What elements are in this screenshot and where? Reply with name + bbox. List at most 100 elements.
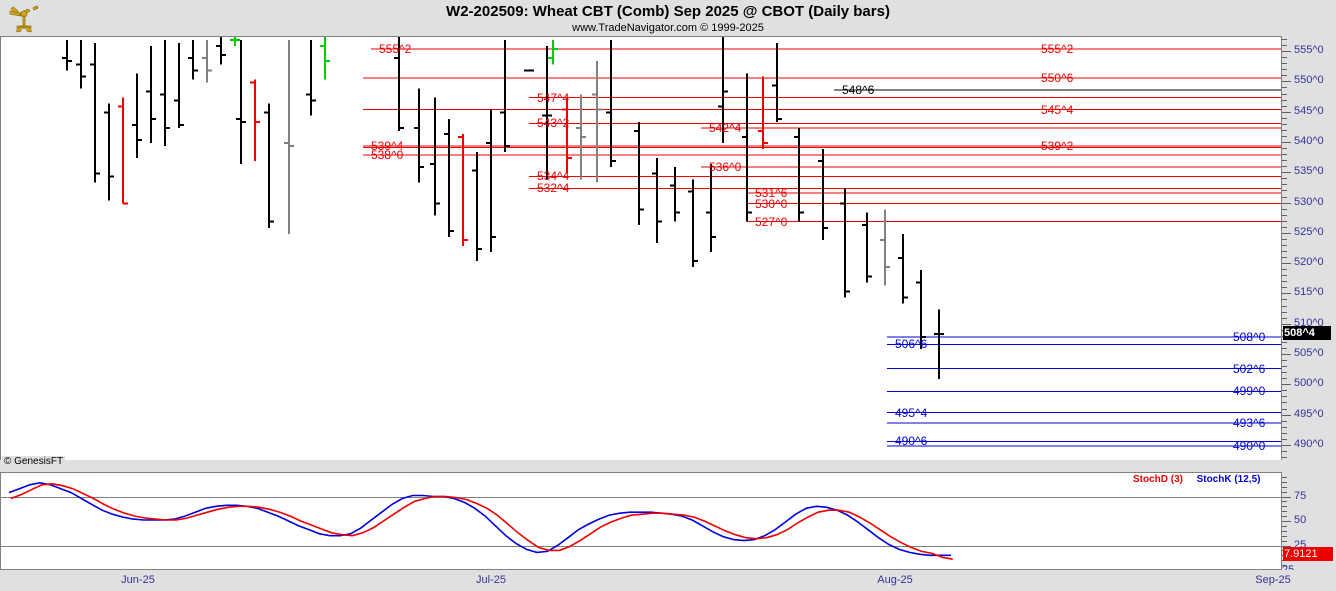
- price-axis-label: 520^0: [1294, 256, 1324, 269]
- ohlc-bar[interactable]: [542, 46, 552, 180]
- ohlc-bar[interactable]: [688, 179, 698, 268]
- price-axis-tick: [1282, 111, 1291, 113]
- ohlc-bar[interactable]: [430, 97, 440, 216]
- ohlc-bar[interactable]: [934, 309, 944, 380]
- indicator-axis-minor-tick: [1282, 476, 1287, 478]
- price-axis-minor-tick: [1282, 166, 1287, 168]
- ohlc-bar[interactable]: [236, 40, 246, 165]
- price-axis-label: 505^0: [1294, 347, 1324, 359]
- ohlc-bar[interactable]: [742, 73, 752, 222]
- ohlc-bar[interactable]: [230, 37, 240, 47]
- ohlc-bar[interactable]: [394, 37, 404, 131]
- ohlc-bar[interactable]: [320, 37, 330, 80]
- ohlc-bar[interactable]: [500, 40, 510, 153]
- ohlc-bar[interactable]: [62, 40, 72, 71]
- price-axis-tick: [1282, 172, 1291, 174]
- price-axis-label: 535^0: [1294, 165, 1324, 178]
- price-axis-tick: [1282, 354, 1291, 355]
- indicator-series-line: [10, 482, 953, 560]
- price-axis-minor-tick: [1282, 378, 1287, 380]
- ohlc-bar[interactable]: [524, 46, 534, 72]
- price-level-label-left: 536^0: [709, 160, 742, 175]
- ohlc-bar[interactable]: [652, 158, 662, 243]
- ohlc-bar[interactable]: [160, 40, 170, 146]
- indicator-axis-minor-tick: [1282, 481, 1287, 483]
- watermark-label: © GenesisFT: [2, 456, 66, 467]
- indicator-axis-label: 75: [1294, 489, 1307, 502]
- indicator-axis-minor-tick: [1282, 565, 1287, 567]
- ohlc-bar[interactable]: [486, 109, 496, 252]
- stochastic-pane[interactable]: StochD (3) StochK (12,5): [0, 472, 1281, 570]
- ohlc-bar[interactable]: [718, 37, 728, 143]
- price-level-label-left: 530^0: [755, 196, 788, 211]
- price-axis-minor-tick: [1282, 87, 1287, 89]
- ohlc-bar[interactable]: [772, 43, 782, 122]
- ohlc-bar[interactable]: [706, 164, 716, 252]
- ohlc-bar[interactable]: [916, 270, 926, 349]
- price-axis-tick: [1282, 232, 1291, 234]
- indicator-axis-minor-tick: [1282, 530, 1287, 532]
- price-chart-pane[interactable]: 555^2 555^2 550^6 548^6 547^4 545^4 543^2 542^4…: [0, 36, 1281, 460]
- ohlc-bar[interactable]: [146, 46, 156, 143]
- date-axis-label: Jul-25: [476, 574, 506, 586]
- price-axis-minor-tick: [1282, 238, 1287, 240]
- ohlc-bar[interactable]: [898, 233, 908, 304]
- price-axis[interactable]: 555^0 550^0 545^0 540^0 535^0 530^0 525^0 520^0…: [1281, 36, 1336, 460]
- price-axis-tick: [1282, 263, 1291, 265]
- ohlc-bar[interactable]: [76, 40, 86, 89]
- ohlc-bar[interactable]: [472, 152, 482, 262]
- ohlc-bar[interactable]: [444, 118, 454, 237]
- ohlc-bar[interactable]: [216, 37, 226, 65]
- ohlc-bar[interactable]: [118, 97, 128, 205]
- ohlc-bar[interactable]: [188, 40, 198, 80]
- ohlc-bar[interactable]: [458, 133, 468, 246]
- price-axis-minor-tick: [1282, 135, 1287, 137]
- ohlc-bar[interactable]: [634, 121, 644, 225]
- price-axis-minor-tick: [1282, 214, 1287, 216]
- ohlc-bar[interactable]: [818, 149, 828, 240]
- price-axis-minor-tick: [1282, 257, 1287, 259]
- ohlc-bar[interactable]: [840, 188, 850, 298]
- chart-header: W2-202509: Wheat CBT (Comb) Sep 2025 @ C…: [0, 0, 1336, 36]
- price-axis-minor-tick: [1282, 190, 1287, 192]
- last-price-marker: 508^4: [1283, 325, 1331, 340]
- price-axis-label: 540^0: [1294, 135, 1324, 147]
- price-axis-tick: [1282, 384, 1291, 386]
- ohlc-bar[interactable]: [414, 88, 424, 183]
- ohlc-bar[interactable]: [132, 73, 142, 159]
- price-axis-minor-tick: [1282, 208, 1287, 210]
- price-axis-minor-tick: [1282, 154, 1287, 156]
- ohlc-bar[interactable]: [548, 40, 558, 65]
- indicator-axis-minor-tick: [1282, 501, 1287, 503]
- ohlc-bar[interactable]: [284, 40, 294, 234]
- ohlc-bar[interactable]: [562, 97, 572, 174]
- price-axis-minor-tick: [1282, 196, 1287, 198]
- price-axis-label: 500^0: [1294, 377, 1324, 390]
- price-axis-minor-tick: [1282, 287, 1287, 289]
- ohlc-bar[interactable]: [306, 40, 316, 116]
- indicator-axis-minor-tick: [1282, 540, 1287, 542]
- ohlc-bar[interactable]: [250, 79, 260, 162]
- ohlc-bar[interactable]: [758, 76, 768, 150]
- ohlc-bar[interactable]: [174, 43, 184, 128]
- ohlc-bar[interactable]: [104, 103, 114, 201]
- ohlc-bar[interactable]: [880, 209, 890, 286]
- price-level-label-left: 555^2: [379, 42, 412, 57]
- ohlc-bar[interactable]: [202, 40, 212, 83]
- ohlc-bar[interactable]: [794, 127, 804, 222]
- price-axis-minor-tick: [1282, 69, 1287, 71]
- price-axis-label: 515^0: [1294, 286, 1324, 299]
- ohlc-bar[interactable]: [606, 40, 616, 168]
- date-axis[interactable]: Jun-25 Jul-25 Aug-25 Sep-25: [0, 570, 1336, 591]
- ohlc-bar[interactable]: [670, 167, 680, 222]
- ohlc-bar[interactable]: [90, 43, 100, 183]
- price-axis-minor-tick: [1282, 311, 1287, 313]
- indicator-axis-minor-tick: [1282, 525, 1287, 527]
- ohlc-bar[interactable]: [264, 103, 274, 228]
- indicator-axis-minor-tick: [1282, 506, 1287, 508]
- ohlc-bar[interactable]: [576, 94, 586, 180]
- ohlc-bar[interactable]: [862, 212, 872, 283]
- ohlc-bar[interactable]: [592, 61, 602, 183]
